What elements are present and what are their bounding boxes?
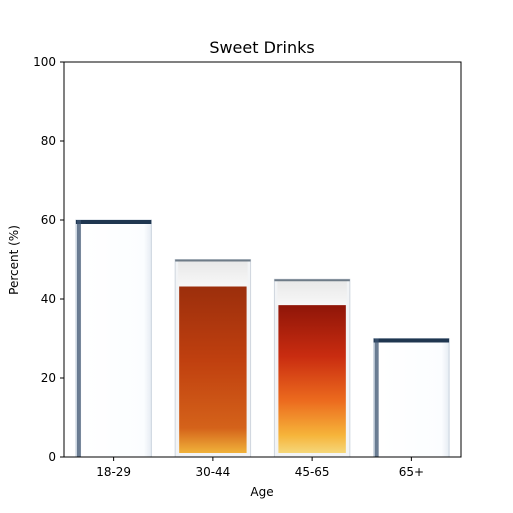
bar-glass-rim [274, 279, 350, 282]
x-tick-label: 18-29 [96, 465, 131, 479]
bar-foam [277, 280, 347, 306]
plot-frame [63, 61, 462, 458]
y-tick-label: 80 [41, 134, 56, 148]
bar [75, 219, 152, 458]
bars-layer [75, 219, 450, 458]
x-tick-label: 30-44 [195, 465, 230, 479]
y-tick-label: 0 [48, 450, 56, 464]
bar-glass-edge [374, 338, 379, 457]
bar-glass-edge [76, 220, 81, 457]
bar [373, 338, 450, 458]
x-axis: 18-29 30-44 45-65 65+ [96, 457, 424, 479]
bar [273, 278, 351, 458]
chart-title: Sweet Drinks [209, 38, 314, 57]
bar-glass-rim [373, 338, 450, 343]
y-tick-label: 40 [41, 292, 56, 306]
bar [174, 259, 252, 458]
bar-glass-rim [175, 259, 251, 262]
y-tick-label: 60 [41, 213, 56, 227]
bar-drink-fill [278, 304, 346, 453]
y-tick-label: 20 [41, 371, 56, 385]
y-tick-label: 100 [33, 55, 56, 69]
x-tick-label: 45-65 [295, 465, 330, 479]
bar-glass-body [75, 219, 152, 458]
y-axis: 0 20 40 60 80 100 [33, 55, 64, 464]
y-axis-label: Percent (%) [7, 225, 21, 295]
bar-drink-fill [179, 285, 247, 453]
bar-foam [178, 260, 248, 287]
x-axis-label: Age [250, 485, 273, 499]
bar-glass-body [373, 338, 450, 458]
x-tick-label: 65+ [399, 465, 424, 479]
bar-glass-rim [75, 220, 152, 224]
